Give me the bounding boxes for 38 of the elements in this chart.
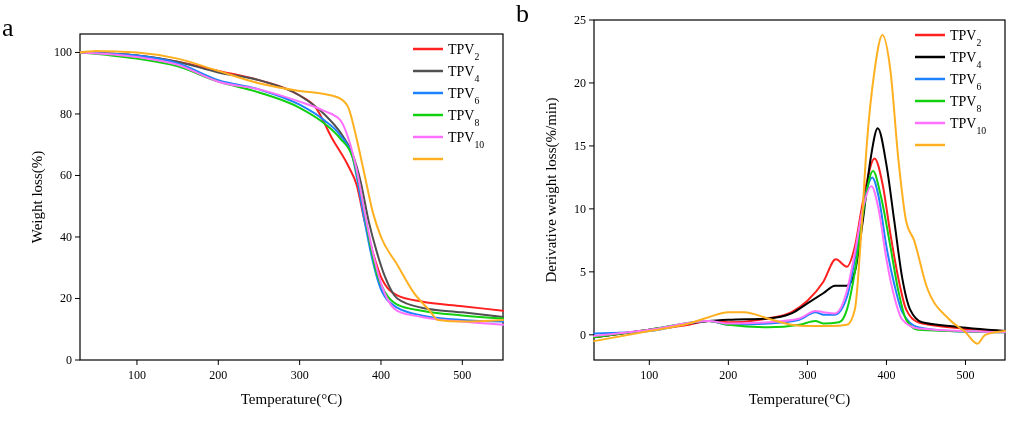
x-tick-label: 100 bbox=[640, 368, 659, 382]
x-axis-title: Temperature(°C) bbox=[748, 391, 851, 408]
text: a bbox=[2, 13, 14, 42]
y-tick-label: 5 bbox=[580, 264, 586, 279]
x-tick-label: 300 bbox=[290, 368, 309, 382]
y-axis-title: Derivative weight loss(%/min) bbox=[543, 97, 560, 283]
y-axis-title: Weight loss(%) bbox=[29, 150, 46, 244]
y-tick-label: 60 bbox=[60, 168, 72, 183]
legend-label: TPV$_{2}$ bbox=[950, 28, 982, 48]
y-tick-label: 20 bbox=[60, 291, 72, 306]
legend-label: TPV$_{4}$ bbox=[448, 64, 480, 84]
x-tick-label: 500 bbox=[453, 368, 472, 382]
y-tick-label: 0 bbox=[66, 353, 72, 367]
legend-label: TPV$_{6}$ bbox=[448, 86, 480, 106]
y-tick-label: 20 bbox=[574, 75, 586, 90]
y-tick-label: 0 bbox=[580, 327, 586, 342]
legend-label: TPV$_{8}$ bbox=[448, 108, 480, 128]
legend-label: TPV$_{2}$ bbox=[448, 42, 480, 62]
y-tick-label: 15 bbox=[574, 138, 586, 153]
x-tick-label: 200 bbox=[719, 368, 738, 382]
legend-label: TPV$_{8}$ bbox=[950, 94, 982, 114]
y-tick-label: 10 bbox=[574, 201, 586, 216]
x-tick-label: 400 bbox=[371, 368, 390, 382]
y-tick-label: 100 bbox=[54, 45, 72, 60]
text: b bbox=[516, 0, 529, 28]
y-tick-label: 40 bbox=[60, 229, 72, 244]
legend-label: TPV$_{6}$ bbox=[950, 72, 982, 92]
x-tick-label: 200 bbox=[209, 368, 228, 382]
legend-label: TPV$_{4}$ bbox=[950, 50, 982, 70]
x-tick-label: 400 bbox=[877, 368, 896, 382]
legend-label: TPV$_{10}$ bbox=[950, 116, 987, 136]
x-tick-label: 500 bbox=[956, 368, 975, 382]
x-axis-title: Temperature(°C) bbox=[240, 391, 343, 408]
y-tick-label: 25 bbox=[574, 13, 586, 27]
x-tick-label: 100 bbox=[127, 368, 146, 382]
legend-label: TPV$_{10}$ bbox=[448, 130, 485, 150]
y-tick-label: 80 bbox=[60, 106, 72, 121]
x-tick-label: 300 bbox=[798, 368, 817, 382]
